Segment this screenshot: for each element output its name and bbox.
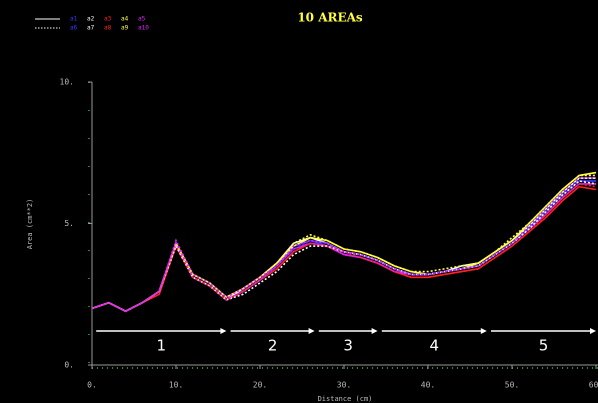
x-tick-label: 60. <box>589 381 598 390</box>
legend-label: a7 <box>87 25 95 32</box>
arrow-head <box>371 328 378 335</box>
legend-label: a5 <box>138 16 146 23</box>
y-tick-label: 10. <box>60 78 74 87</box>
arrow-head <box>308 328 315 335</box>
x-axis-label: Distance (cm) <box>318 395 373 403</box>
legend-label: a1 <box>70 16 78 23</box>
x-tick-label: 0. <box>87 381 97 390</box>
series-line <box>91 177 596 313</box>
x-tick-label: 40. <box>421 381 435 390</box>
x-tick-label: 10. <box>169 381 183 390</box>
x-tick-label: 30. <box>337 381 351 390</box>
legend-label: a6 <box>70 25 78 32</box>
series-line <box>91 183 597 313</box>
arrow-head <box>220 328 227 335</box>
arrow-head <box>590 328 596 335</box>
region-label: 2 <box>268 337 278 355</box>
legend-label: a9 <box>121 25 129 32</box>
legend-label: a4 <box>121 16 129 23</box>
x-tick-label: 50. <box>505 381 519 390</box>
series-line <box>91 180 596 313</box>
chart-title: 10 AREAs <box>297 11 363 25</box>
arrow-head <box>480 328 487 335</box>
series-line <box>91 183 596 313</box>
series-line <box>91 180 597 313</box>
legend-label: a3 <box>104 16 112 23</box>
series-line <box>91 180 596 313</box>
region-label: 4 <box>430 337 440 355</box>
region-label: 1 <box>157 337 167 355</box>
series-line <box>91 171 597 313</box>
y-tick-label: 5. <box>64 219 74 228</box>
series-line <box>91 174 596 313</box>
region-label: 5 <box>539 337 549 355</box>
x-tick-label: 20. <box>253 381 267 390</box>
series-line <box>91 177 596 313</box>
region-label: 3 <box>343 337 353 355</box>
y-tick-label: 0. <box>64 361 74 370</box>
legend-label: a2 <box>87 16 95 23</box>
legend-label: a8 <box>104 25 112 32</box>
y-axis-label: Area (cm**2) <box>26 199 34 250</box>
legend-label: a10 <box>138 25 149 32</box>
